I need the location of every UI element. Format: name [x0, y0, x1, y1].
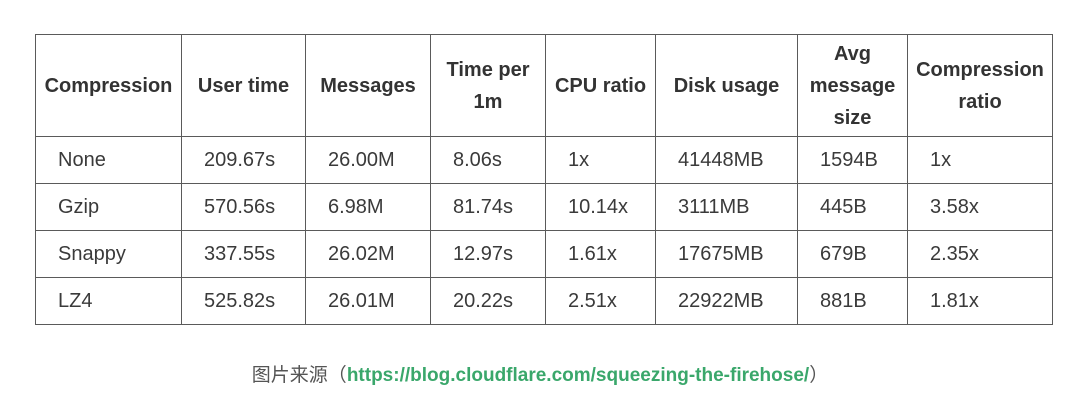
- source-link[interactable]: https://blog.cloudflare.com/squeezing-th…: [346, 365, 810, 386]
- table-cell: 6.98M: [305, 183, 431, 231]
- table-cell: 41448MB: [655, 136, 798, 184]
- table-cell: 1.61x: [545, 230, 656, 278]
- table-cell: 1.81x: [907, 277, 1053, 325]
- caption-prefix: 图片来源（: [251, 365, 347, 386]
- table-cell: 10.14x: [545, 183, 656, 231]
- table-cell: 26.00M: [305, 136, 431, 184]
- column-header: Disk usage: [655, 34, 798, 137]
- table-cell: None: [35, 136, 182, 184]
- table-cell: 3111MB: [655, 183, 798, 231]
- table-cell: 2.35x: [907, 230, 1053, 278]
- table-cell: 570.56s: [181, 183, 306, 231]
- table-cell: 209.67s: [181, 136, 306, 184]
- table-cell: 337.55s: [181, 230, 306, 278]
- table-cell: 1594B: [797, 136, 908, 184]
- table-row: None 209.67s 26.00M 8.06s 1x 41448MB 1594B 1x: [35, 136, 1053, 184]
- column-header: Compression: [35, 34, 182, 137]
- table-cell: 12.97s: [430, 230, 546, 278]
- table-cell: 881B: [797, 277, 908, 325]
- table-cell: 525.82s: [181, 277, 306, 325]
- table-cell: 8.06s: [430, 136, 546, 184]
- table-cell: LZ4: [35, 277, 182, 325]
- table-cell: 22922MB: [655, 277, 798, 325]
- caption-suffix: ）: [809, 365, 829, 386]
- table-cell: Snappy: [35, 230, 182, 278]
- table-cell: 1x: [907, 136, 1053, 184]
- table-cell: Gzip: [35, 183, 182, 231]
- table-row: Snappy 337.55s 26.02M 12.97s 1.61x 17675MB 679…: [35, 230, 1053, 278]
- table-row: Gzip 570.56s 6.98M 81.74s 10.14x 3111MB 445B 3.…: [35, 183, 1053, 231]
- column-header: User time: [181, 34, 306, 137]
- table-cell: 679B: [797, 230, 908, 278]
- column-header: Messages: [305, 34, 431, 137]
- table-cell: 26.02M: [305, 230, 431, 278]
- compression-comparison-table: Compression User time Messages Time per 1m C…: [35, 34, 1053, 325]
- table-cell: 1x: [545, 136, 656, 184]
- header-row: Compression User time Messages Time per 1m C…: [35, 34, 1053, 137]
- column-header: CPU ratio: [545, 34, 656, 137]
- column-header: Time per 1m: [430, 34, 546, 137]
- table-cell: 17675MB: [655, 230, 798, 278]
- table-cell: 81.74s: [430, 183, 546, 231]
- table-cell: 3.58x: [907, 183, 1053, 231]
- column-header: Compression ratio: [907, 34, 1053, 137]
- table-cell: 2.51x: [545, 277, 656, 325]
- table-row: LZ4 525.82s 26.01M 20.22s 2.51x 22922MB 881B 1.…: [35, 277, 1053, 325]
- column-header: Avg message size: [797, 34, 908, 137]
- image-source-caption: 图片来源（https://blog.cloudflare.com/squeezi…: [0, 360, 1080, 387]
- table-cell: 445B: [797, 183, 908, 231]
- table-cell: 20.22s: [430, 277, 546, 325]
- table-cell: 26.01M: [305, 277, 431, 325]
